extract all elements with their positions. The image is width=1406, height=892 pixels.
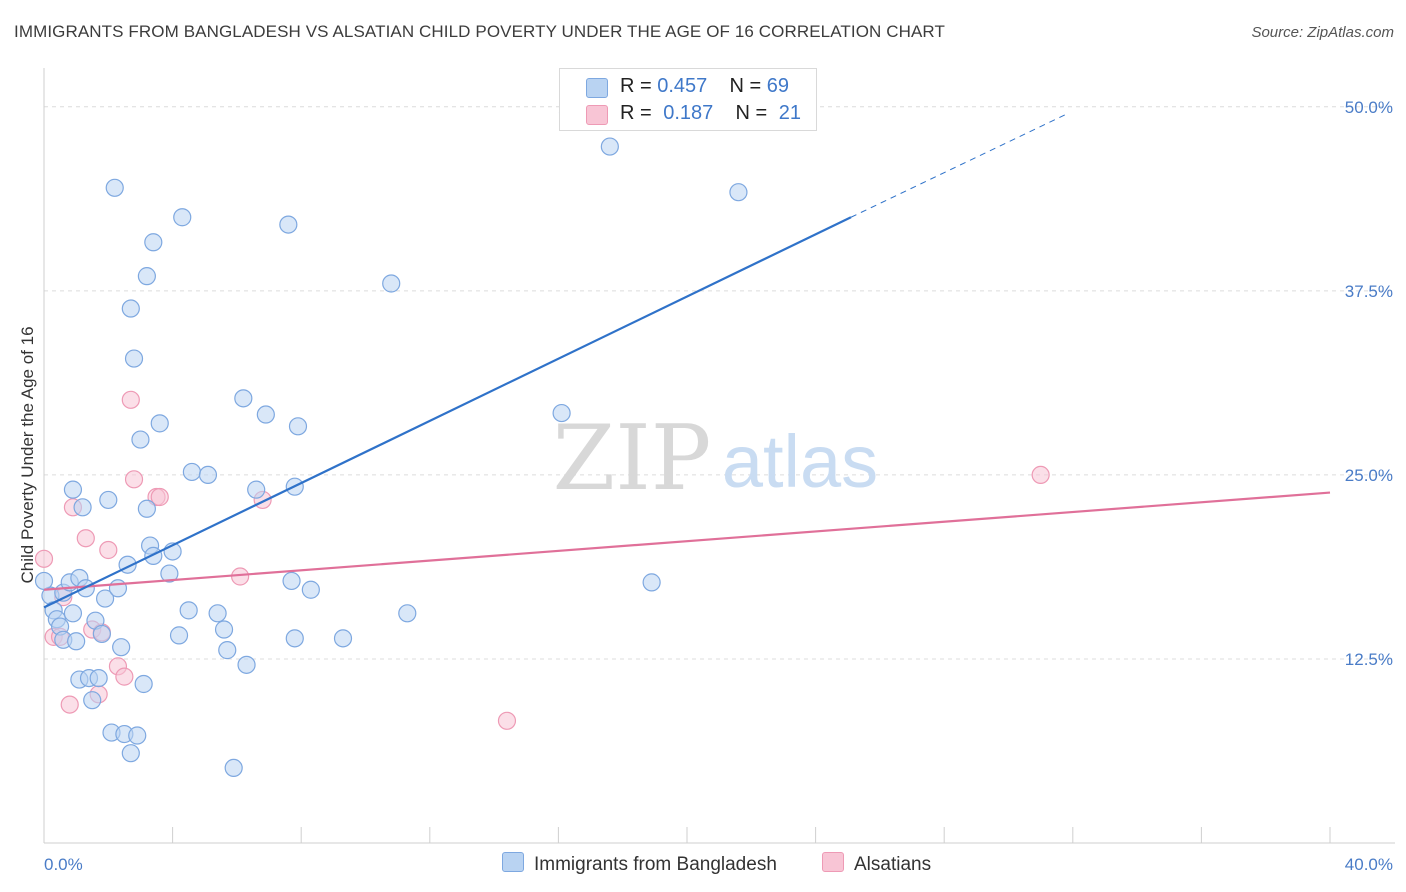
alsatians-trend-line xyxy=(43,491,1331,591)
legend-r-label: R = xyxy=(620,75,652,97)
bangladesh-point xyxy=(173,208,192,227)
bangladesh-point xyxy=(73,498,92,517)
trend-lines xyxy=(43,113,1331,609)
bangladesh-point xyxy=(63,604,83,623)
bangladesh-point xyxy=(150,414,169,433)
legend-item-alsatians[interactable]: Alsatians xyxy=(822,852,931,876)
bangladesh-point xyxy=(144,546,163,565)
axes xyxy=(43,68,1395,844)
legend-item-bangladesh[interactable]: Immigrants from Bangladesh xyxy=(502,852,777,876)
bangladesh-point xyxy=(282,571,301,591)
bangladesh-point xyxy=(285,629,304,648)
x-tick-label-max: 40.0% xyxy=(1345,855,1393,874)
bangladesh-point xyxy=(398,604,417,623)
bangladesh-point xyxy=(95,589,115,608)
bangladesh-point xyxy=(83,691,102,710)
legend-n-label: N = xyxy=(735,102,768,124)
legend-n-value: 69 xyxy=(766,75,790,97)
legend-swatch-pink xyxy=(586,105,608,125)
y-tick-label: 12.5% xyxy=(1345,650,1393,669)
legend-swatch-pink xyxy=(822,852,844,872)
y-tick-label: 25.0% xyxy=(1345,466,1393,485)
bangladesh-point xyxy=(208,604,227,623)
legend-r-value: 0.457 xyxy=(657,75,708,97)
bangladesh-point xyxy=(131,430,150,449)
watermark-atlas: atlas xyxy=(722,420,878,503)
bangladesh-point xyxy=(333,629,353,648)
chart-title: IMMIGRANTS FROM BANGLADESH VS ALSATIAN C… xyxy=(14,22,945,41)
alsatians-point xyxy=(99,540,118,560)
alsatians-point xyxy=(231,567,250,586)
bangladesh-point xyxy=(121,299,140,318)
bangladesh-point xyxy=(256,405,275,424)
bangladesh-point xyxy=(121,744,140,763)
watermark-zip: ZIP xyxy=(553,406,712,511)
alsatians-point xyxy=(1031,465,1050,485)
alsatians-points xyxy=(34,390,1050,730)
bangladesh-trend-extension xyxy=(850,113,1067,218)
bangladesh-trend-line xyxy=(43,216,852,609)
bangladesh-point xyxy=(301,580,320,599)
bangladesh-point xyxy=(89,668,108,688)
zipatlas-watermark: ZIP atlas xyxy=(553,406,878,511)
bangladesh-point xyxy=(134,674,153,694)
legend-swatch-blue xyxy=(502,852,524,872)
bangladesh-point xyxy=(128,726,147,745)
bangladesh-point xyxy=(288,417,308,436)
alsatians-point xyxy=(60,695,79,714)
bangladesh-point xyxy=(67,632,86,651)
x-tick-label-min: 0.0% xyxy=(44,855,83,874)
y-tick-label: 50.0% xyxy=(1345,98,1393,117)
alsatians-point xyxy=(497,711,517,730)
alsatians-point xyxy=(150,487,169,507)
bangladesh-point xyxy=(234,389,253,408)
bangladesh-point xyxy=(105,178,124,197)
legend-swatch-blue xyxy=(586,78,608,98)
bangladesh-point xyxy=(247,480,266,499)
y-tick-label: 37.5% xyxy=(1345,282,1393,301)
bangladesh-point xyxy=(63,480,83,499)
bangladesh-point xyxy=(729,183,748,202)
alsatians-point xyxy=(34,549,54,568)
bangladesh-point xyxy=(198,465,218,485)
legend-label-alsatians: Alsatians xyxy=(854,854,932,875)
bangladesh-point xyxy=(642,573,661,592)
bangladesh-point xyxy=(144,233,163,252)
bangladesh-point xyxy=(112,638,131,657)
legend-n-value: 21 xyxy=(778,102,802,124)
bangladesh-point xyxy=(214,620,234,639)
bangladesh-point xyxy=(224,758,243,778)
bangladesh-point xyxy=(34,571,54,591)
bangladesh-point xyxy=(160,564,179,583)
legend-r-label: R = xyxy=(620,102,652,124)
bangladesh-point xyxy=(218,641,237,660)
bangladesh-point xyxy=(552,403,571,423)
bangladesh-point xyxy=(92,624,111,644)
bangladesh-point xyxy=(179,601,198,620)
alsatians-point xyxy=(115,667,134,686)
tick-labels: 12.5% 25.0% 37.5% 50.0% 0.0% 40.0% xyxy=(44,98,1393,874)
bangladesh-point xyxy=(124,349,144,368)
bangladesh-point xyxy=(382,274,401,293)
bangladesh-point xyxy=(237,655,256,674)
bangladesh-point xyxy=(99,490,118,510)
alsatians-point xyxy=(124,470,144,489)
legend-label-bangladesh: Immigrants from Bangladesh xyxy=(534,854,777,875)
bangladesh-point xyxy=(108,579,128,598)
bangladesh-point xyxy=(137,499,156,518)
bangladesh-point xyxy=(169,626,189,645)
alsatians-point xyxy=(76,529,95,548)
legend-r-value: 0.187 xyxy=(663,102,714,124)
alsatians-point xyxy=(121,390,140,409)
bangladesh-point xyxy=(182,462,201,482)
legend-n-label: N = xyxy=(729,75,762,97)
correlation-legend: R = 0.457 N = 69 R = 0.187 N = 21 xyxy=(559,68,817,131)
source-credit: Source: ZipAtlas.com xyxy=(1251,24,1394,41)
bangladesh-point xyxy=(279,215,298,234)
bangladesh-point xyxy=(600,137,619,156)
bangladesh-points xyxy=(34,103,748,778)
bangladesh-point xyxy=(137,267,156,286)
